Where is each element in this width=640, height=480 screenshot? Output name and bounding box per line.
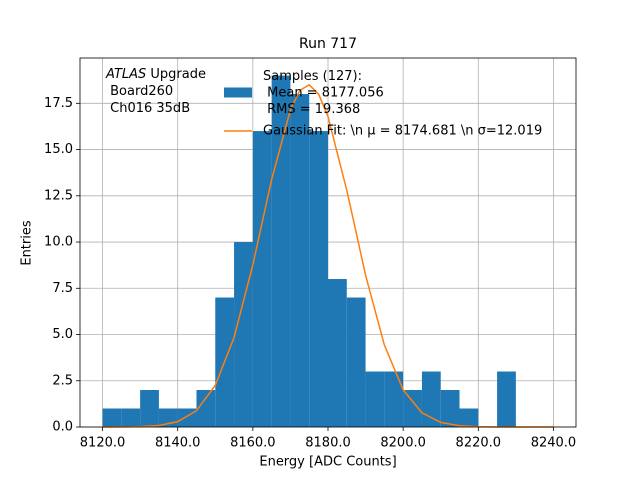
y-tick-label: 0.0 [52, 420, 73, 435]
bar [290, 94, 310, 427]
bar [196, 390, 216, 427]
bar [121, 408, 141, 427]
x-tick-label: 8240.0 [531, 436, 577, 451]
chart-title: Run 717 [299, 36, 357, 52]
x-tick-label: 8200.0 [380, 436, 426, 451]
bar [421, 371, 441, 427]
bar [403, 390, 422, 427]
bar [177, 408, 197, 427]
y-tick-label: 17.5 [44, 96, 73, 111]
y-axis-label: Entries [20, 220, 35, 266]
bar [140, 390, 159, 427]
bar [365, 371, 385, 427]
bar [459, 408, 479, 427]
annotation-text: Ch016 35dB [106, 101, 190, 116]
x-axis-label: Energy [ADC Counts] [259, 455, 396, 470]
fit-curve [102, 83, 554, 428]
y-tick-label: 15.0 [44, 142, 73, 157]
x-tick-label: 8140.0 [155, 436, 201, 451]
bar [234, 242, 253, 427]
annotation-text: ATLAS [105, 67, 146, 82]
bar [252, 131, 272, 427]
bar [346, 297, 366, 427]
y-tick-label: 2.5 [52, 373, 73, 388]
legend-label: Gaussian Fit: \n μ = 8174.681 \n σ=12.01… [263, 124, 542, 139]
x-tick-label: 8160.0 [230, 436, 276, 451]
bar [384, 371, 404, 427]
annotation: Board260 [106, 84, 173, 99]
legend-swatch [224, 87, 252, 98]
y-tick-label: 12.5 [44, 188, 73, 203]
bar [328, 279, 347, 427]
annotation-text: Upgrade [146, 67, 206, 82]
x-tick-label: 8180.0 [305, 436, 351, 451]
legend-label: Samples (127): Mean = 8177.056 RMS = 19.… [263, 69, 384, 117]
x-tick-label: 8120.0 [80, 436, 126, 451]
annotation: ATLAS Upgrade [105, 67, 206, 82]
annotation-text: Board260 [106, 84, 173, 99]
annotation: Ch016 35dB [106, 101, 190, 116]
bar [309, 131, 328, 427]
y-tick-label: 10.0 [44, 235, 73, 250]
bar [102, 408, 122, 427]
bar [440, 390, 460, 427]
y-tick-label: 5.0 [52, 327, 73, 342]
bar [497, 371, 516, 427]
x-tick-label: 8220.0 [456, 436, 502, 451]
y-tick-label: 7.5 [52, 281, 73, 296]
